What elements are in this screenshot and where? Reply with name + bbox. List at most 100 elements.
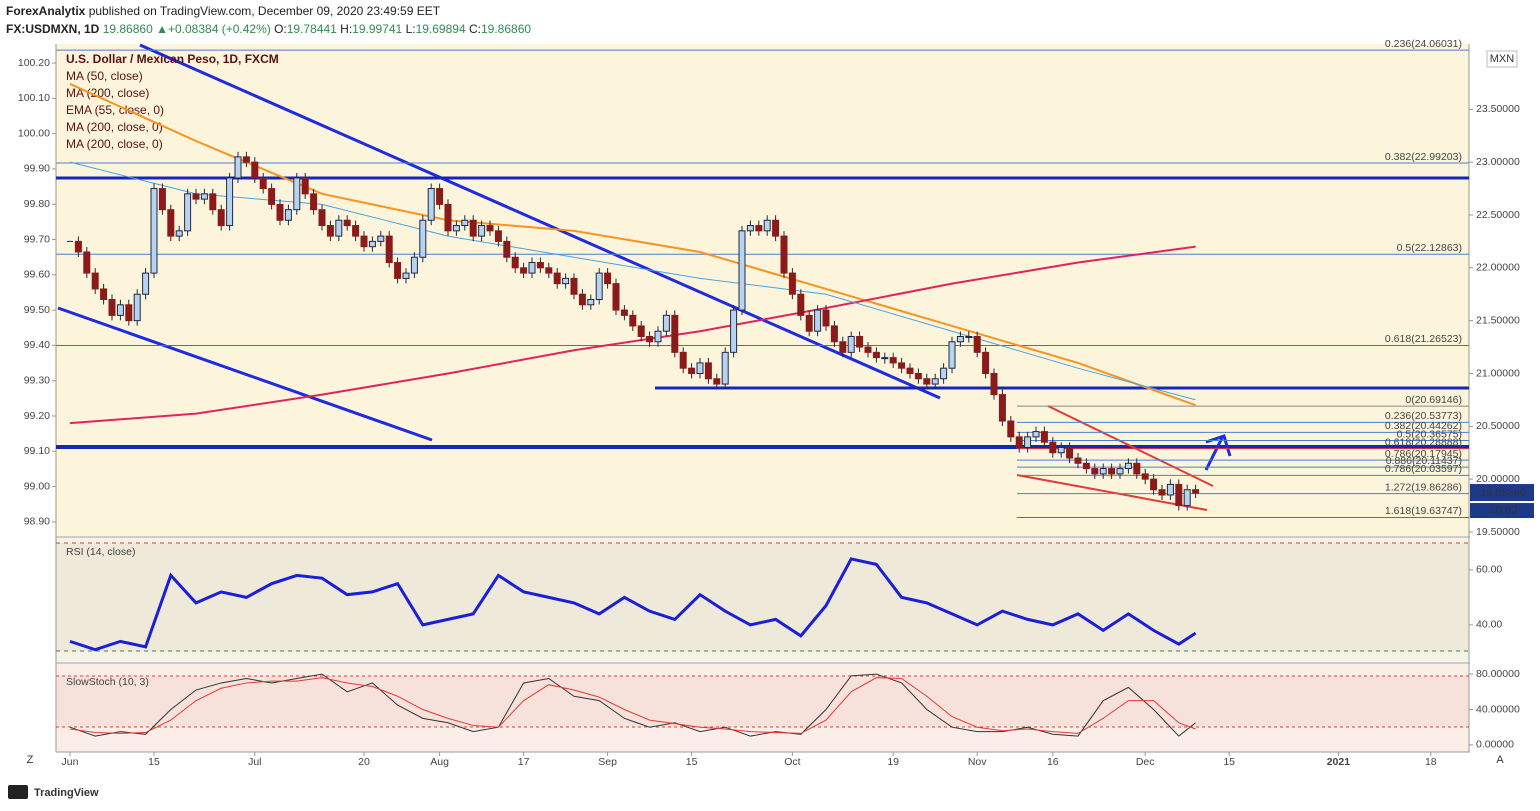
- x-tick-label: 18: [1425, 756, 1437, 768]
- candle: [948, 341, 956, 369]
- candle: [1032, 431, 1040, 438]
- candle: [1166, 483, 1174, 496]
- candle: [108, 299, 116, 316]
- x-tick-label: 19: [887, 756, 899, 768]
- auto-button[interactable]: A: [1496, 754, 1504, 766]
- x-tick-label: Jun: [62, 756, 79, 768]
- candle: [394, 262, 402, 279]
- candle: [1040, 431, 1048, 443]
- zoom-button[interactable]: Z: [27, 754, 34, 766]
- candle: [478, 225, 486, 237]
- candle: [629, 314, 637, 327]
- candle: [570, 277, 578, 295]
- rsi-tick-label: 60.00: [1476, 564, 1502, 576]
- wedge-line: [1047, 405, 1214, 487]
- candle: [385, 235, 393, 264]
- last-price: 19.86860: [103, 22, 153, 36]
- ohlc-label: H:: [340, 22, 352, 36]
- candle: [310, 193, 318, 211]
- candle: [1108, 468, 1116, 475]
- y-tick-label: 99.60: [24, 269, 50, 281]
- y-tick-label: 99.00: [24, 480, 50, 492]
- fib-label: 0.236(20.53773): [1385, 410, 1462, 422]
- candle: [730, 309, 738, 353]
- candle: [175, 230, 183, 237]
- fib-label: 1.618(19.63747): [1385, 505, 1462, 517]
- candle: [1091, 468, 1099, 475]
- candle: [562, 277, 570, 285]
- candle: [293, 177, 301, 211]
- candle: [646, 335, 654, 343]
- legend-title: U.S. Dollar / Mexican Peso, 1D, FXCM: [66, 52, 279, 66]
- candle: [679, 351, 687, 369]
- candle: [688, 367, 696, 374]
- arrow: [1204, 437, 1224, 471]
- candle: [100, 288, 108, 301]
- candle: [998, 394, 1006, 422]
- candle: [637, 325, 645, 337]
- change: +0.08384 (+0.42%): [168, 22, 271, 36]
- candle: [284, 209, 292, 221]
- candle: [461, 219, 469, 227]
- candle: [604, 272, 612, 285]
- candle: [898, 362, 906, 369]
- candle: [377, 235, 385, 242]
- stoch-band: [56, 676, 1469, 727]
- x-tick-label: 15: [148, 756, 160, 768]
- candle: [167, 209, 175, 237]
- candle: [301, 177, 309, 195]
- y-tick-label: 99.80: [24, 198, 50, 210]
- trendline: [139, 43, 941, 400]
- publisher: ForexAnalytix published on TradingView.c…: [6, 4, 441, 18]
- stoch-tick-label: 0.00000: [1476, 739, 1514, 751]
- moving-average: [69, 83, 1196, 407]
- candle: [839, 341, 847, 353]
- candle: [184, 193, 192, 232]
- candle: [889, 357, 897, 364]
- x-tick-label: Oct: [784, 756, 800, 768]
- legend-item: MA (200, close): [66, 86, 149, 100]
- candle: [1124, 462, 1132, 470]
- symbol-line: FX:USDMXN, 1D 19.86860 ▲+0.08384 (+0.42%…: [6, 22, 531, 36]
- candle: [251, 161, 259, 179]
- candle: [746, 225, 754, 232]
- y2-tick-label: 21.50000: [1476, 314, 1520, 326]
- candle: [1150, 478, 1158, 491]
- x-tick-label: 15: [686, 756, 698, 768]
- candle: [74, 240, 82, 253]
- y-tick-label: 99.30: [24, 374, 50, 386]
- close: 19.86860: [481, 22, 531, 36]
- y2-tick-label: 20.50000: [1476, 420, 1520, 432]
- legend-item: MA (50, close): [66, 69, 143, 83]
- fib-label: 0.786(20.03597): [1385, 463, 1462, 475]
- candle: [1074, 457, 1082, 464]
- publisher-name: ForexAnalytix: [6, 4, 86, 18]
- arrow-head: [1205, 434, 1232, 457]
- fib-label: 0.5(22.12863): [1397, 242, 1462, 254]
- y2-tick-label: 21.00000: [1476, 367, 1520, 379]
- candle: [200, 193, 208, 200]
- low: 19.69894: [416, 22, 466, 36]
- x-tick-label: Dec: [1136, 756, 1155, 768]
- rsi-tick-label: 40.00: [1476, 619, 1502, 631]
- candle: [990, 372, 998, 396]
- candle: [444, 203, 452, 232]
- candle: [587, 299, 595, 306]
- candle: [91, 272, 99, 290]
- y-tick-label: 99.20: [24, 410, 50, 422]
- candle: [704, 362, 712, 380]
- candle: [1057, 446, 1065, 454]
- y-tick-label: 99.90: [24, 163, 50, 175]
- candle: [1183, 489, 1191, 507]
- candle: [360, 235, 368, 248]
- legend-item: MA (200, close, 0): [66, 120, 163, 134]
- x-tick-label: Nov: [968, 756, 987, 768]
- candle: [1099, 468, 1107, 475]
- rsi-band: [56, 543, 1469, 651]
- x-tick-label: 15: [1223, 756, 1235, 768]
- candle: [158, 188, 166, 211]
- y-tick-label: 99.40: [24, 339, 50, 351]
- candle: [956, 335, 964, 343]
- candle: [150, 188, 158, 274]
- brand-logo: [8, 785, 28, 799]
